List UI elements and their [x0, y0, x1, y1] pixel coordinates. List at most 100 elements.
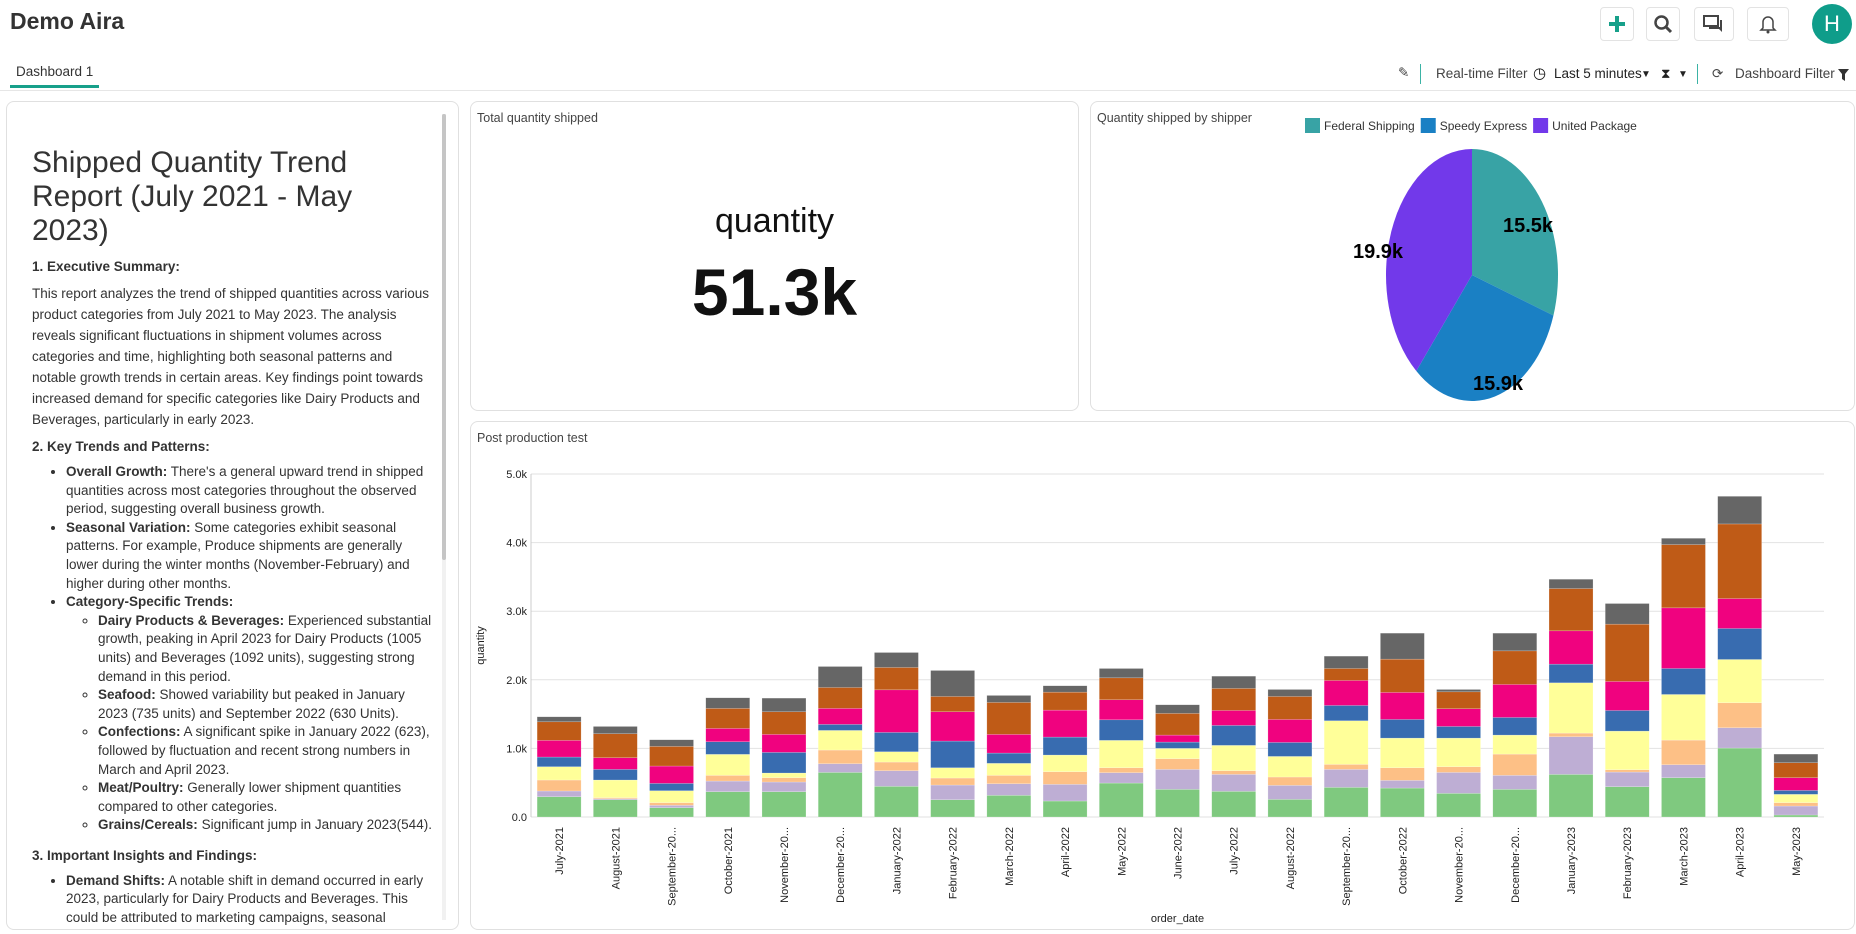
caret-down-icon[interactable]: ▼: [1641, 69, 1651, 80]
filter-funnel-icon[interactable]: [1838, 69, 1849, 81]
pie-chart: Federal Shipping Speedy Express United Pac…: [1305, 118, 1637, 402]
bar-segment: [817, 749, 863, 764]
pie-slice: [1472, 149, 1558, 316]
bar-segment: [536, 756, 582, 767]
bar-segment: [1380, 658, 1425, 693]
bar-segment: [1548, 630, 1594, 665]
bar-segment: [1155, 789, 1200, 818]
report-title: Shipped Quantity Trend Report (July 2021…: [32, 146, 353, 247]
bar-segment: [593, 769, 638, 781]
section-heading: 1. Executive Summary:: [32, 259, 180, 274]
caret-down-icon[interactable]: ▼: [1678, 69, 1688, 80]
bar-segment: [1099, 740, 1144, 768]
bar-segment: [1099, 782, 1144, 818]
bar-segment: [1604, 730, 1650, 770]
bar-segment: [536, 740, 582, 758]
bar-segment: [1042, 800, 1088, 818]
bar-segment: [1380, 719, 1425, 739]
bar-segment: [705, 697, 751, 709]
bar-segment: [1155, 758, 1200, 770]
section-heading: 3. Important Insights and Findings:: [32, 847, 257, 863]
bar-segment: [1773, 790, 1819, 795]
x-tick-label: September-20...: [667, 827, 679, 906]
list-item: Category-Specific Trends: Dairy Products…: [66, 593, 432, 835]
bar-segment: [1717, 598, 1762, 629]
bar-segment: [705, 741, 751, 755]
report-text-panel: Shipped Quantity Trend Report (July 2021…: [6, 101, 459, 930]
refresh-icon[interactable]: ⟳: [1712, 66, 1724, 81]
bar-segment: [1604, 623, 1650, 682]
bar-segment: [817, 763, 863, 773]
legend-label: Federal Shipping: [1324, 119, 1415, 133]
bar-segment: [1661, 668, 1706, 695]
bar-segment: [761, 777, 807, 783]
bar-segment: [593, 779, 638, 798]
bar-segment: [874, 667, 919, 691]
bar-segment: [593, 726, 638, 734]
bar-segment: [1267, 756, 1313, 778]
chat-button[interactable]: [1694, 7, 1734, 41]
list-item: Grains/Cereals: Significant jump in Janu…: [98, 816, 432, 835]
bar-segment: [1380, 632, 1425, 660]
bar-segment: [1773, 805, 1819, 816]
bar-segment: [1661, 544, 1706, 609]
search-button[interactable]: [1646, 7, 1680, 41]
kpi-label: quantity: [714, 202, 835, 240]
bar-segment: [1548, 682, 1594, 734]
hourglass-icon[interactable]: ⧗: [1661, 66, 1671, 81]
x-tick-label: December-20...: [1510, 827, 1522, 903]
bar-segment: [1548, 774, 1594, 818]
time-range-dropdown[interactable]: Last 5 minutes: [1554, 66, 1642, 81]
legend-swatch: [1305, 118, 1320, 133]
bar-segment: [1773, 814, 1819, 818]
bar-segment: [1042, 771, 1088, 785]
x-tick-label: January-2022: [891, 827, 903, 894]
bar-segment: [1211, 725, 1256, 746]
x-tick-label: June-2022: [1173, 827, 1185, 879]
dashboard-filter-button[interactable]: Dashboard Filter: [1735, 66, 1835, 81]
pie-chart-title: Quantity shipped by shipper: [1097, 111, 1252, 125]
x-tick-label: April-2023: [1735, 827, 1747, 877]
plus-icon: [1609, 16, 1625, 32]
bar-segment: [705, 754, 751, 776]
bar-segment: [1267, 742, 1313, 757]
bar-segment: [705, 791, 751, 818]
bar-segment: [1380, 767, 1425, 781]
notifications-button[interactable]: [1747, 7, 1789, 41]
bell-icon: [1759, 16, 1777, 34]
bar-segment: [1661, 777, 1706, 818]
bar-segment: [1717, 747, 1762, 818]
bar-segment: [536, 766, 582, 781]
x-tick-label: March-2023: [1678, 827, 1690, 886]
user-avatar[interactable]: H: [1812, 4, 1852, 44]
report-scrollbar-thumb[interactable]: [442, 114, 446, 560]
bar-segment: [1773, 762, 1819, 778]
bar-segment: [874, 770, 919, 787]
chat-icon: [1703, 15, 1722, 32]
add-button[interactable]: [1600, 7, 1634, 41]
bar-segment: [1661, 607, 1706, 669]
bar-segment: [1323, 680, 1369, 706]
category-trends-list: Dairy Products & Beverages: Experienced …: [98, 612, 432, 835]
bar-segment: [1211, 688, 1256, 711]
x-tick-label: July-2022: [1229, 827, 1241, 875]
y-tick-label: 5.0k: [506, 469, 527, 481]
stacked-bar-chart: 0.0 1.0k 2.0k 3.0k 4.0k 5.0k July-2021 August-2…: [475, 469, 1824, 925]
toolbar-divider: [1420, 64, 1421, 84]
bar-segment: [1323, 769, 1369, 788]
bar-segment: [1267, 799, 1313, 818]
bar-segment: [649, 807, 694, 818]
edit-pencil-icon[interactable]: ✎: [1398, 65, 1410, 80]
section-heading: 2. Key Trends and Patterns:: [32, 439, 210, 454]
x-tick-label: September-20...: [1341, 827, 1353, 906]
legend-label: Speedy Express: [1440, 119, 1527, 133]
bar-segment: [1155, 704, 1200, 714]
toolbar-divider: [1697, 64, 1698, 84]
bar-segment: [1380, 692, 1425, 720]
bar-segment: [761, 781, 807, 792]
bar-segment: [1267, 785, 1313, 800]
x-tick-label: November-20...: [1454, 827, 1466, 903]
tab-dashboard-1[interactable]: Dashboard 1: [10, 64, 100, 88]
bar-segment: [1492, 650, 1538, 685]
bar-segment: [705, 775, 751, 782]
